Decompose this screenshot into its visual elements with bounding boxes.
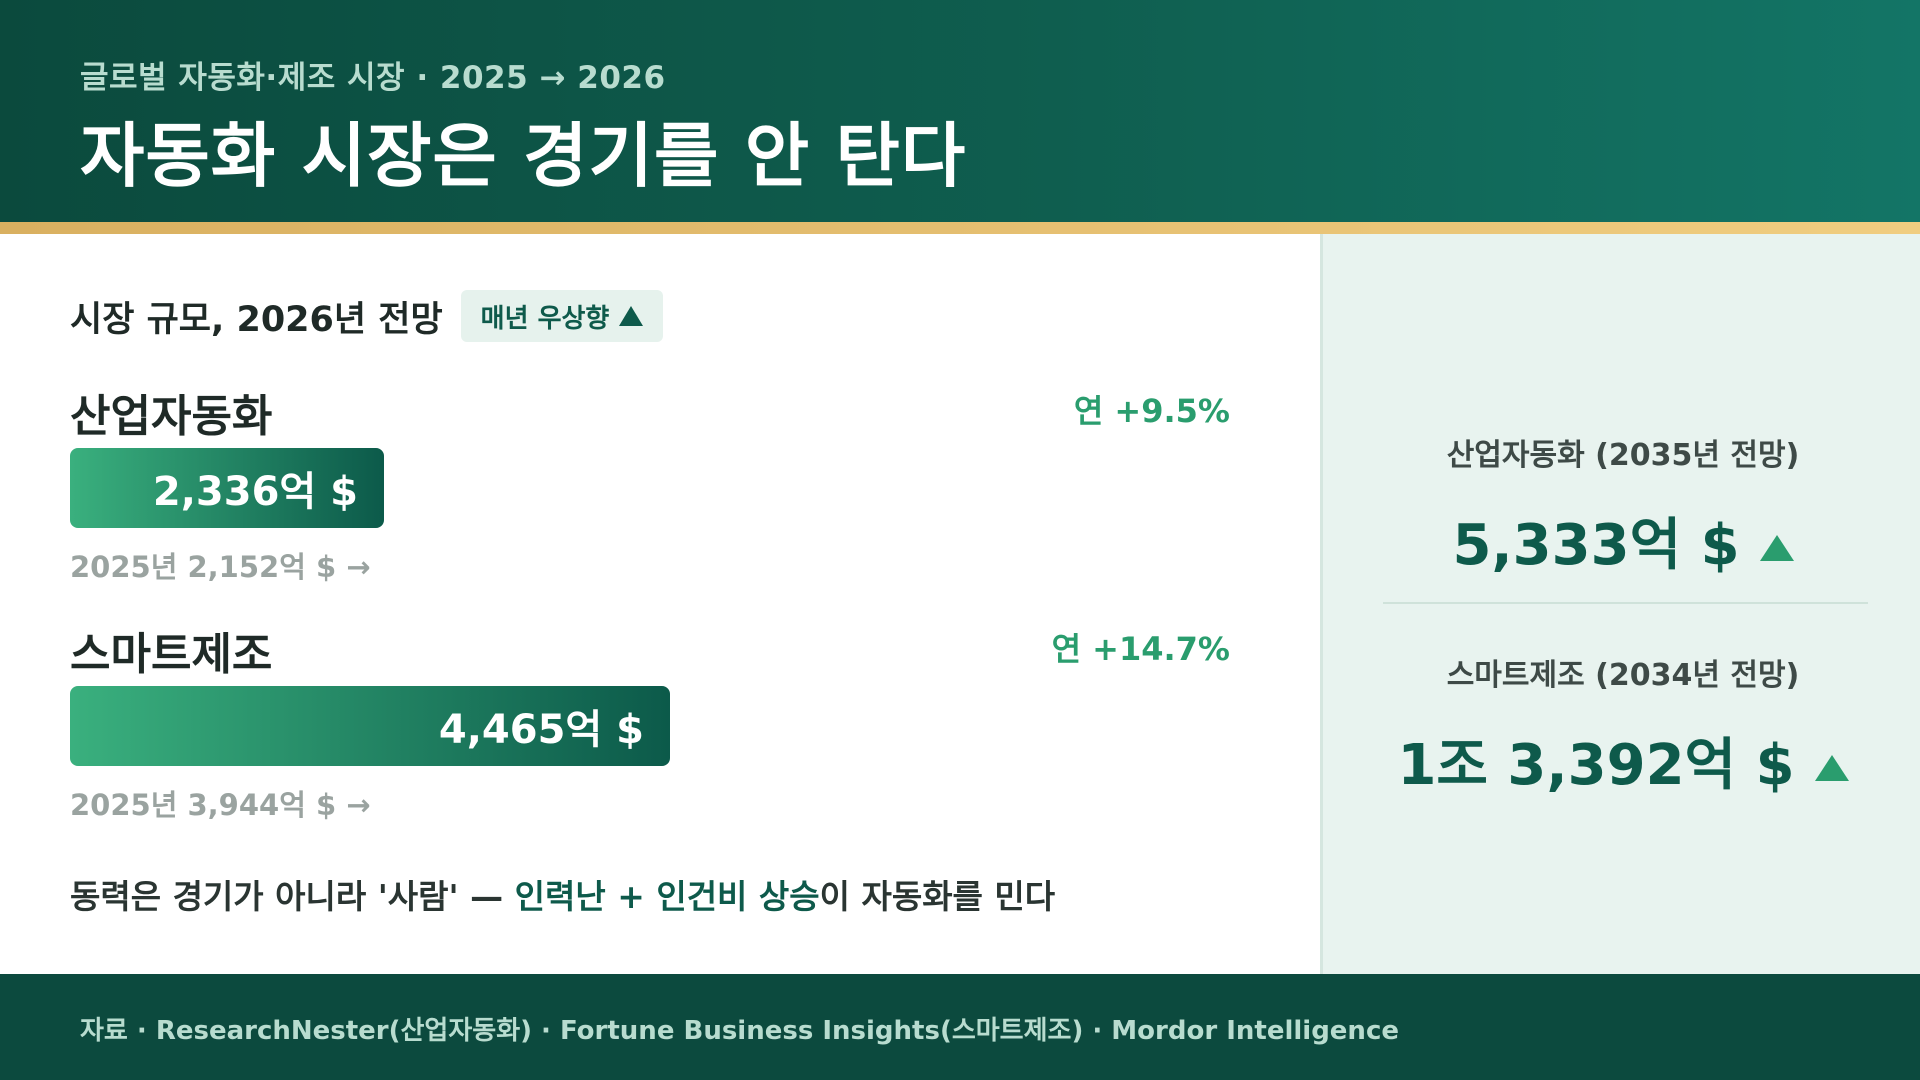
header-kicker: 글로벌 자동화·제조 시장 · 2025 → 2026 <box>80 60 666 96</box>
driver-note-prefix: 동력은 경기가 아니라 '사람' — <box>70 877 515 916</box>
market-row-smart-manufacturing: 스마트제조 연 +14.7% 4,465억 $ 2025년 3,944억 $ → <box>70 618 1230 822</box>
section-header: 시장 규모, 2026년 전망 매년 우상향 <box>70 290 664 342</box>
forecast-label: 산업자동화 (2035년 전망) <box>1446 438 1800 473</box>
trend-label: 매년 우상향 <box>480 303 610 334</box>
market-value-label: 2,336억 $ <box>152 469 358 515</box>
driver-note-highlight: 인력난 + 인건비 상승 <box>514 877 820 916</box>
header-banner: 글로벌 자동화·제조 시장 · 2025 → 2026 자동화 시장은 경기를 … <box>0 0 1920 222</box>
trend-badge: 매년 우상향 <box>460 290 664 342</box>
market-name: 산업자동화 <box>70 391 273 442</box>
market-value-label: 4,465억 $ <box>438 707 644 753</box>
forecast-value-row: 1조 3,392억 $ <box>1323 720 1920 801</box>
forecast-panel: 산업자동화 (2035년 전망) 5,333억 $ 스마트제조 (2034년 전… <box>1320 234 1920 974</box>
section-title: 시장 규모, 2026년 전망 <box>70 299 443 340</box>
triangle-up-icon <box>619 306 644 326</box>
page-title: 자동화 시장은 경기를 안 탄다 <box>80 115 967 197</box>
market-previous-value: 2025년 2,152억 $ → <box>70 550 371 584</box>
accent-divider <box>0 222 1920 234</box>
market-growth-rate: 연 +14.7% <box>1051 630 1230 668</box>
forecast-divider <box>1383 602 1868 604</box>
forecast-value: 5,333억 $ <box>1452 513 1740 578</box>
driver-note: 동력은 경기가 아니라 '사람' — 인력난 + 인건비 상승이 자동화를 민다 <box>70 870 1055 918</box>
main-panel: 시장 규모, 2026년 전망 매년 우상향 산업자동화 연 +9.5% 2,3… <box>0 234 1320 974</box>
forecast-value: 1조 3,392억 $ <box>1397 733 1795 798</box>
source-note: 자료 · ResearchNester(산업자동화) · Fortune Bus… <box>80 1016 1399 1046</box>
market-name: 스마트제조 <box>70 629 273 680</box>
forecast-label: 스마트제조 (2034년 전망) <box>1446 658 1800 693</box>
market-value-bar: 4,465억 $ <box>70 686 670 766</box>
market-value-bar: 2,336억 $ <box>70 448 384 528</box>
forecast-value-row: 5,333억 $ <box>1323 500 1920 581</box>
forecast-kpi-industrial-automation: 산업자동화 (2035년 전망) 5,333억 $ <box>1323 430 1920 581</box>
market-previous-value: 2025년 3,944억 $ → <box>70 788 371 822</box>
forecast-kpi-smart-manufacturing: 스마트제조 (2034년 전망) 1조 3,392억 $ <box>1323 650 1920 801</box>
triangle-up-icon <box>1759 534 1794 561</box>
driver-note-suffix: 이 자동화를 민다 <box>819 877 1056 916</box>
triangle-up-icon <box>1814 754 1849 781</box>
footer: 자료 · ResearchNester(산업자동화) · Fortune Bus… <box>0 974 1920 1080</box>
market-growth-rate: 연 +9.5% <box>1073 392 1230 430</box>
market-row-industrial-automation: 산업자동화 연 +9.5% 2,336억 $ 2025년 2,152억 $ → <box>70 380 1230 584</box>
